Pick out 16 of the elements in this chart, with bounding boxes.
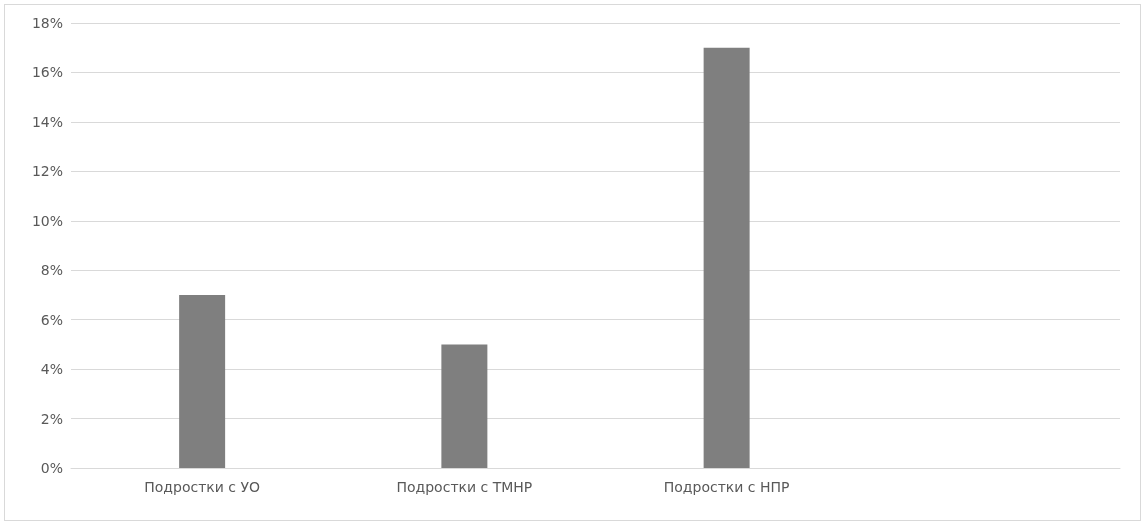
x-tick-label: Подростки с НПР <box>663 479 790 495</box>
bar <box>179 294 226 468</box>
y-tick-label: 4% <box>40 361 63 378</box>
y-tick-label: 10% <box>31 212 63 229</box>
x-tick-label: Подростки с УО <box>144 479 261 495</box>
y-tick-label: 18% <box>31 15 63 31</box>
y-tick-label: 0% <box>40 460 63 476</box>
y-tick-label: 12% <box>31 163 63 180</box>
y-tick-label: 6% <box>40 311 63 328</box>
y-tick-label: 16% <box>31 64 63 81</box>
x-tick-label: Подростки с ТМНР <box>396 479 533 495</box>
bar <box>441 344 488 468</box>
y-tick-label: 8% <box>40 262 63 279</box>
bar <box>703 47 750 468</box>
y-tick-label: 14% <box>31 113 63 130</box>
y-tick-label: 2% <box>40 410 63 427</box>
